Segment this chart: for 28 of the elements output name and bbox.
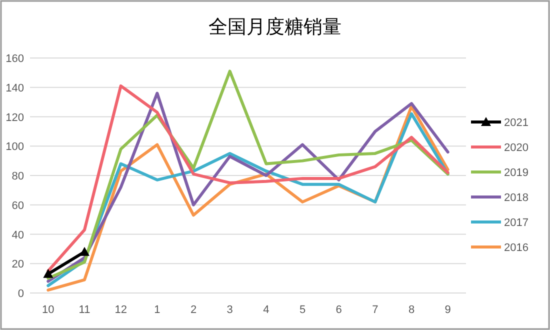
legend-label: 2016 [504,242,528,254]
legend-label: 2018 [504,192,528,204]
x-tick-label: 10 [42,304,54,316]
x-tick-label: 12 [114,304,127,316]
x-tick-label: 8 [408,304,415,316]
y-tick-label: 60 [12,200,24,212]
y-tick-label: 80 [12,170,24,182]
y-tick-label: 40 [12,229,24,242]
y-tick-label: 0 [18,288,24,300]
chart-title: 全国月度糖销量 [208,16,342,38]
x-tick-label: 9 [444,304,451,316]
y-tick-label: 20 [12,258,24,271]
x-tick-label: 5 [299,304,306,316]
legend-label: 2017 [504,217,528,229]
x-tick-label: 6 [336,304,342,316]
x-tick-label: 1 [154,304,160,316]
x-tick-label: 11 [78,304,90,316]
x-tick-label: 7 [372,304,378,316]
x-tick-label: 4 [263,304,270,316]
legend-label: 2020 [504,142,528,154]
x-tick-label: 2 [190,304,197,316]
y-tick-label: 120 [6,112,24,124]
x-tick-label: 3 [226,304,233,316]
legend-label: 2019 [504,167,528,179]
y-tick-label: 160 [6,53,24,65]
y-tick-label: 140 [6,82,24,94]
y-tick-label: 100 [6,141,24,154]
legend-label: 2021 [504,117,528,129]
